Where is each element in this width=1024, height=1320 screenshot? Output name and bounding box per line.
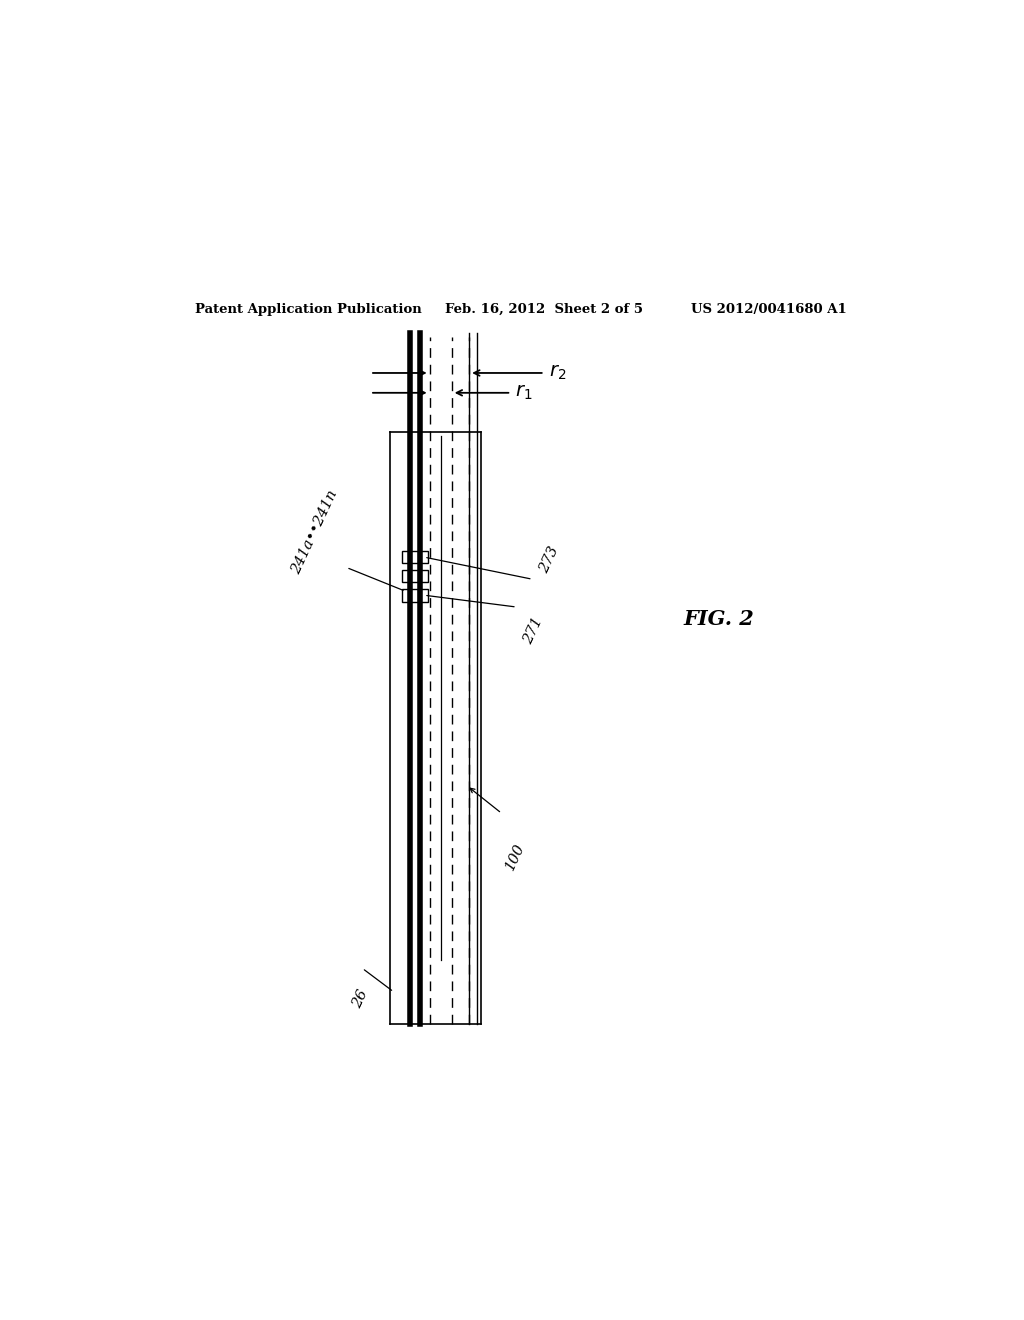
Text: 271: 271 — [521, 615, 545, 645]
Text: Patent Application Publication: Patent Application Publication — [196, 304, 422, 315]
Bar — [401, 570, 410, 582]
Text: $r_2$: $r_2$ — [549, 364, 566, 381]
Bar — [401, 550, 410, 564]
Text: 100: 100 — [504, 841, 527, 873]
Text: 273: 273 — [537, 544, 561, 576]
Bar — [401, 589, 410, 602]
Text: 26: 26 — [350, 987, 371, 1011]
Bar — [420, 589, 428, 602]
Text: US 2012/0041680 A1: US 2012/0041680 A1 — [691, 304, 847, 315]
Text: 241a••241n: 241a••241n — [289, 487, 340, 576]
Text: Feb. 16, 2012  Sheet 2 of 5: Feb. 16, 2012 Sheet 2 of 5 — [445, 304, 643, 315]
Bar — [420, 550, 428, 564]
Bar — [420, 570, 428, 582]
Bar — [410, 589, 418, 602]
Bar — [410, 550, 418, 564]
Text: $r_1$: $r_1$ — [515, 384, 532, 403]
Bar — [410, 570, 418, 582]
Text: FIG. 2: FIG. 2 — [684, 609, 755, 630]
